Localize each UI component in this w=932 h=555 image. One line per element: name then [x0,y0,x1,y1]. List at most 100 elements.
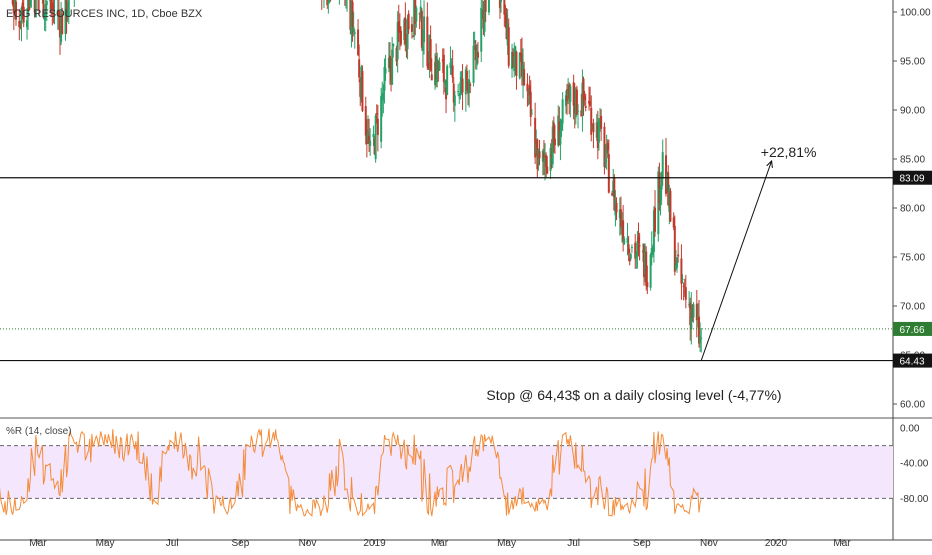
candle-body [482,10,485,29]
candle-body [51,6,54,10]
candle-body [44,3,47,16]
candle-body [672,217,675,228]
candle-body [387,57,390,68]
candle-body [666,173,669,190]
candle-body [574,88,577,118]
candle-body [684,287,687,300]
oscillator-tick-label: -40.00 [900,459,929,470]
candle-body [583,96,586,100]
candle-body [469,84,472,86]
candle-body [673,226,676,272]
time-tick-label: 2020 [765,538,788,549]
candle-body [61,13,64,35]
candle-body [327,1,330,4]
candle-body [452,83,455,103]
candle-body [561,99,564,124]
candle-body [434,61,437,86]
candle-body [595,122,598,138]
candle-body [538,151,541,159]
candle-body [60,13,63,43]
candle-body [505,14,508,40]
candle-body [511,51,514,69]
candle-body [351,1,354,28]
candle-body [376,118,379,135]
candle-body [429,39,432,71]
candle-body [57,10,60,18]
candle-body [352,27,355,33]
candle-body [364,106,367,136]
candle-body [427,62,430,69]
time-tick-label: Jul [166,538,179,549]
candle-body [437,61,440,70]
candle-body [515,51,518,77]
candle-body [628,257,631,262]
candle-body [644,251,647,274]
candle-body [359,79,362,97]
candle-body [366,132,369,140]
candle-body [465,70,468,80]
candle-body [380,96,383,142]
candle-body [381,94,384,101]
time-tick-label: Sep [633,538,651,549]
candle-body [58,19,61,38]
candle-body [518,52,521,79]
candle-body [12,0,15,14]
candle-body [423,16,426,43]
candle-body [390,64,393,81]
candle-body [42,0,45,18]
candle-body [358,59,361,78]
candle-body [373,139,376,155]
candle-body [384,68,387,74]
candle-body [419,6,422,19]
candle-body [615,202,618,213]
price-tick-label: 95.00 [900,57,925,68]
time-tick-label: May [96,538,115,549]
candle-body [646,282,649,288]
candle-body [28,0,31,11]
candle-body [581,82,584,115]
candle-body [403,19,406,41]
candle-body [536,139,539,170]
candle-body [674,264,677,270]
candle-body [397,21,400,33]
time-tick-label: Nov [700,538,718,549]
time-tick-label: May [497,538,516,549]
candle-body [651,246,654,255]
candle-body [596,124,599,149]
candle-body [391,49,394,85]
candle-body [683,291,686,293]
candle-body [50,0,53,10]
candle-body [600,115,603,129]
candle-body [549,147,552,171]
candle-body [613,177,616,211]
candle-body [677,254,680,257]
candle-body [660,172,663,190]
candle-body [567,90,570,97]
candle-body [692,304,695,318]
candle-body [582,78,585,100]
candle-body [641,250,644,253]
candle-body [53,14,56,16]
level-price-tag [893,353,932,368]
candle-body [572,82,575,106]
candle-body [49,0,52,2]
candle-body [412,36,415,38]
candle-body [27,0,30,16]
candle-body [688,304,691,306]
candle-body [26,20,29,28]
time-tick-label: Sep [231,538,249,549]
candle-body [13,0,16,9]
candle-body [527,90,530,93]
candle-body [405,39,408,45]
candle-body [435,55,438,80]
candle-body [599,119,602,127]
time-tick-label: Nov [299,538,317,549]
candle-body [659,187,662,200]
candle-body [461,78,464,93]
candle-body [441,59,444,62]
candle-body [545,155,548,168]
candle-body [443,80,446,85]
price-tick-label: 60.00 [900,400,925,411]
candle-body [500,0,503,3]
